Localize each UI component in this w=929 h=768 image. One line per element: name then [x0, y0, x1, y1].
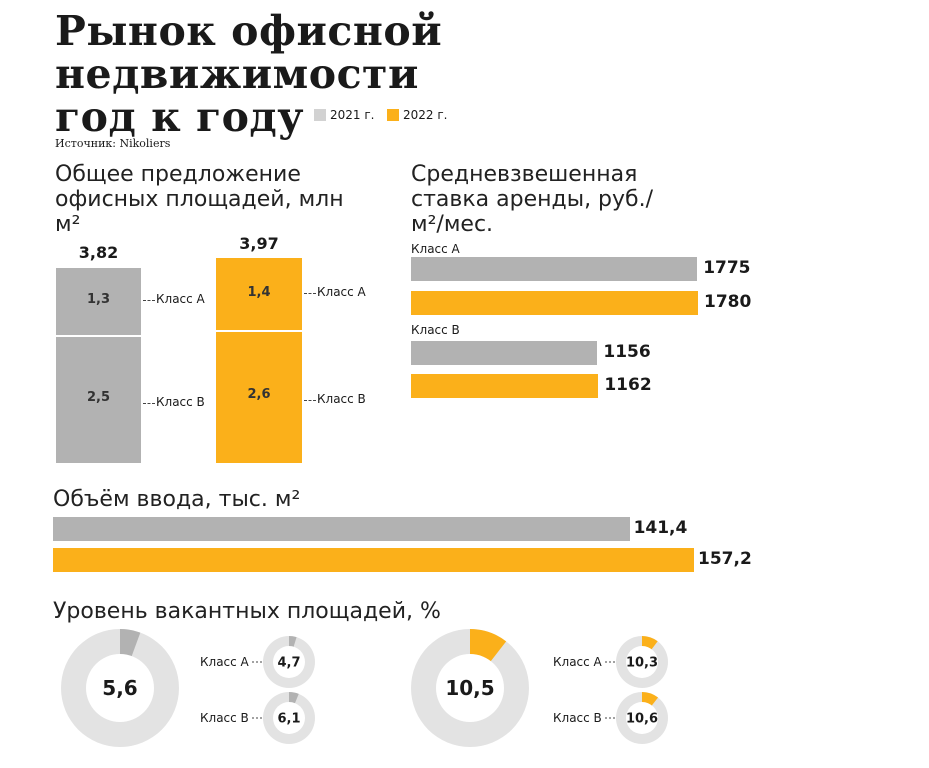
vacancy-class-label: Класс А — [553, 655, 603, 669]
title-line-1: Рынок офисной — [55, 7, 443, 55]
rent-value-label: 1162 — [604, 375, 652, 395]
supply-value-label: 2,5 — [86, 389, 111, 405]
vacancy-big-1-value-label: 10,5 — [445, 676, 494, 700]
vacancy-small-0-0-hole — [273, 646, 305, 678]
supply-total-2022: 3,97 — [239, 234, 279, 253]
rent-value-label: 1156 — [603, 342, 651, 362]
legend-label-2022: 2022 г. — [403, 108, 448, 122]
legend-item-2021: 2021 г. — [314, 108, 374, 122]
vacancy-big-0-value-label: 5,6 — [102, 676, 137, 700]
supply-leader-line — [304, 400, 316, 402]
supply-leader-line — [143, 300, 155, 302]
vacancy-small-1-1-hole — [626, 702, 658, 734]
supply-class-label: Класс В — [156, 394, 205, 409]
rent-bar-0-1 — [411, 291, 698, 315]
volume-value-label: 157,2 — [698, 549, 752, 569]
legend-item-2022: 2022 г. — [387, 108, 447, 122]
rent-bar-0-0 — [411, 257, 698, 281]
rent-value-label: 1780 — [704, 292, 752, 312]
supply-bar-1-seg-0 — [216, 257, 302, 330]
rent-value-label: 1775 — [703, 258, 751, 278]
vacancy-title: Уровень вакантных площадей, % — [53, 599, 441, 624]
supply-total-2021: 3,82 — [78, 243, 119, 262]
supply-bar-0-seg-0 — [56, 268, 141, 335]
vacancy-small-0-1-value-label: 6,1 — [277, 712, 300, 727]
vacancy-class-label: Класс В — [200, 711, 249, 725]
rent-group-label: Класс В — [411, 323, 460, 337]
legend-swatch-2021 — [314, 109, 326, 121]
volume-title: Объём ввода, тыс. м² — [53, 487, 301, 512]
legend-swatch-2022 — [387, 109, 399, 121]
rent-title: Средневзвешенная ставка аренды, руб./м²/… — [411, 162, 654, 237]
supply-leader-line — [143, 402, 155, 404]
rent-group-label: Класс А — [411, 242, 460, 256]
vacancy-small-0-1-hole — [273, 702, 305, 734]
vacancy-class-label: Класс А — [200, 655, 250, 669]
volume-bar-0 — [53, 517, 630, 541]
vacancy-big-1-hole — [436, 654, 504, 722]
title-line-3: год к году — [55, 93, 304, 141]
vacancy-class-label: Класс В — [553, 711, 602, 725]
legend-label-2021: 2021 г. — [330, 108, 375, 122]
supply-value-label: 1,4 — [247, 284, 271, 300]
rent-bar-1-0 — [411, 341, 598, 365]
supply-leader-line — [304, 292, 316, 294]
supply-bar-0-seg-1 — [56, 336, 141, 463]
supply-value-label: 1,3 — [86, 292, 111, 308]
supply-class-label: Класс А — [156, 292, 205, 307]
vacancy-small-0-0-value-label: 4,7 — [277, 656, 300, 671]
vacancy-small-1-0-hole — [626, 646, 658, 678]
supply-class-label: Класс В — [317, 392, 366, 407]
rent-bar-1-1 — [411, 374, 599, 398]
supply-title: Общее предложение офисных площадей, млн … — [55, 162, 344, 237]
vacancy-big-0-hole — [86, 654, 154, 722]
supply-class-label: Класс А — [317, 284, 366, 299]
title-line-2: недвижимости — [55, 50, 419, 98]
vacancy-small-1-1-value-label: 10,6 — [626, 712, 658, 727]
volume-value-label: 141,4 — [633, 518, 688, 538]
supply-bar-1-seg-1 — [216, 331, 302, 463]
vacancy-small-1-0-value-label: 10,3 — [626, 656, 658, 671]
page-title: Рынок офисной недвижимости год к году — [55, 10, 495, 139]
volume-bar-1 — [53, 548, 694, 572]
vacancy-donuts: 5,6 4,7 Класс А 6,1 Класс В 10,5 10,3 Класс А 10… — [61, 629, 668, 747]
source-note: Источник: Nikoliers — [55, 137, 171, 150]
supply-value-label: 2,6 — [247, 387, 271, 403]
